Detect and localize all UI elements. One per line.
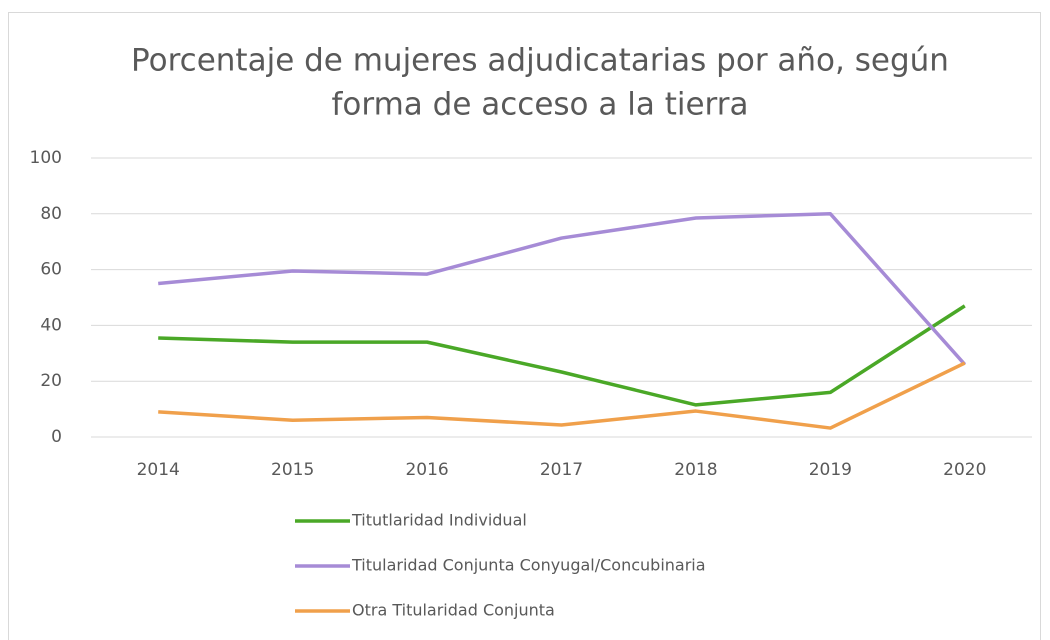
legend-label: Titularidad Conjunta Conyugal/Concubinar…	[351, 556, 706, 575]
series-line	[158, 361, 966, 430]
chart-title: forma de acceso a la tierra	[332, 87, 749, 123]
chart-title: Porcentaje de mujeres adjudicatarias por…	[131, 43, 949, 79]
x-tick-label: 2018	[674, 460, 717, 480]
x-tick-label: 2014	[137, 460, 180, 480]
legend-label: Otra Titularidad Conjunta	[352, 601, 555, 620]
x-tick-label: 2016	[405, 460, 448, 480]
x-tick-label: 2019	[809, 460, 852, 480]
series-line	[158, 304, 966, 407]
x-tick-label: 2017	[540, 460, 583, 480]
y-tick-label: 40	[40, 315, 62, 335]
legend-label: Titutlaridad Individual	[351, 511, 527, 530]
x-tick-label: 2015	[271, 460, 314, 480]
y-tick-label: 0	[51, 427, 62, 447]
y-tick-label: 20	[40, 371, 62, 391]
chart-frame	[8, 12, 1041, 640]
x-tick-label: 2020	[943, 460, 986, 480]
y-tick-label: 60	[40, 260, 62, 280]
y-tick-label: 80	[40, 204, 62, 224]
y-tick-label: 100	[30, 148, 62, 168]
series-line	[158, 212, 967, 366]
